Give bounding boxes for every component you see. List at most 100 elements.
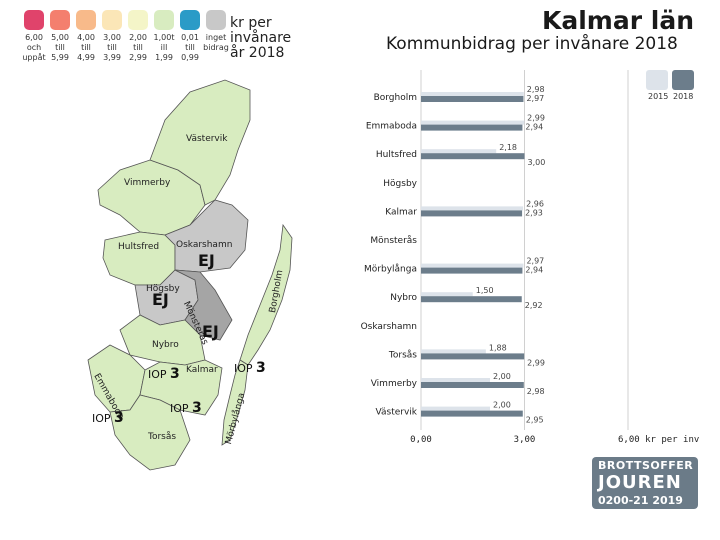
category-label: Hultsfred bbox=[376, 150, 417, 160]
data-label-2015: 2,97 bbox=[526, 257, 544, 266]
brottsofferjouren-logo: BROTTSOFFER JOUREN 0200-21 2019 bbox=[592, 457, 698, 509]
bar-2018 bbox=[421, 296, 522, 303]
bar-2015 bbox=[421, 406, 490, 411]
x-tick-label: 3,00 bbox=[514, 435, 536, 445]
category-label: Västervik bbox=[376, 408, 418, 418]
map-region-hultsfred bbox=[102, 231, 176, 286]
data-label-2015: 1,50 bbox=[476, 286, 494, 295]
category-label: Mörbylånga bbox=[364, 264, 417, 275]
legend-swatch-class bbox=[76, 10, 96, 30]
map-label-vastervik: Västervik bbox=[186, 134, 228, 144]
category-label: Nybro bbox=[390, 293, 417, 303]
legend-swatch-class bbox=[154, 10, 174, 30]
data-label-2018: 2,93 bbox=[525, 208, 543, 217]
legend-class-label: 4,00 till 4,99 bbox=[77, 33, 95, 62]
bar-2018 bbox=[421, 96, 524, 102]
map-region-monsteras bbox=[174, 269, 233, 341]
data-label-2015: 2,18 bbox=[499, 143, 517, 152]
map-region-vastervik bbox=[149, 79, 251, 206]
data-label-2015: 2,98 bbox=[527, 85, 545, 94]
map-region-morbylanga bbox=[221, 359, 249, 446]
unit-line: invånare bbox=[230, 30, 292, 46]
legend-class-label: 5,00 till 5,99 bbox=[51, 33, 69, 62]
iop-marker-emmaboda: IOP 3 bbox=[92, 410, 124, 426]
map-label-hultsfred: Hultsfred bbox=[118, 242, 160, 252]
county-map bbox=[87, 79, 293, 471]
bar-2015 bbox=[421, 263, 524, 268]
bar-2018 bbox=[421, 124, 523, 131]
legend-swatch-class bbox=[102, 10, 122, 30]
data-label-2018: 2,97 bbox=[526, 94, 544, 103]
legend-swatch-2018 bbox=[672, 70, 694, 90]
map-label-kalmar: Kalmar bbox=[186, 365, 218, 375]
category-label: Vimmerby bbox=[371, 379, 418, 389]
bar-2018 bbox=[421, 153, 525, 160]
iop-marker-kalmar: IOP 3 bbox=[234, 360, 266, 376]
map-label-hogsby: Högsby bbox=[146, 284, 180, 294]
bar-2018 bbox=[421, 267, 523, 274]
data-label-2015: 2,00 bbox=[493, 401, 511, 410]
category-label: Torsås bbox=[388, 349, 417, 360]
legend-label-2015: 2015 bbox=[648, 92, 669, 101]
x-tick-label: 6,00 kr per inv bbox=[618, 435, 699, 445]
ej-marker-hogsby: EJ bbox=[152, 290, 169, 309]
iop-marker-torsas: IOP 3 bbox=[170, 400, 202, 416]
map-label-oskarshamn: Oskarshamn bbox=[176, 240, 233, 250]
legend-class-label: 6,00 och uppåt bbox=[22, 33, 46, 62]
legend-class-label: 0,01 till 0,99 bbox=[181, 33, 199, 62]
bar-2015 bbox=[421, 149, 497, 154]
data-label-2015: 2,96 bbox=[526, 199, 544, 208]
ej-marker-monsteras: EJ bbox=[202, 322, 219, 341]
legend-class-label: 3,00 till 3,99 bbox=[103, 33, 121, 62]
data-label-2018: 2,99 bbox=[527, 358, 545, 367]
page-subtitle: Kommunbidrag per invånare 2018 bbox=[386, 34, 678, 54]
map-label-vimmerby: Vimmerby bbox=[124, 178, 171, 188]
logo-line-2: JOUREN bbox=[598, 472, 682, 493]
legend-swatch-class bbox=[180, 10, 200, 30]
x-tick-label: 0,00 bbox=[410, 435, 432, 445]
legend-swatch-class bbox=[24, 10, 44, 30]
category-label: Högsby bbox=[383, 179, 417, 189]
bar-2015 bbox=[421, 206, 524, 211]
bar-2018 bbox=[421, 410, 523, 417]
bar-2015 bbox=[421, 92, 524, 96]
iop-marker-nybro: IOP 3 bbox=[148, 366, 180, 382]
bar-2015 bbox=[421, 378, 490, 382]
map-region-torsas bbox=[109, 394, 191, 471]
legend-swatch-class bbox=[128, 10, 148, 30]
data-label-2018: 2,92 bbox=[525, 301, 543, 310]
map-label-nybro: Nybro bbox=[152, 340, 179, 350]
data-label-2018: 3,00 bbox=[528, 158, 546, 167]
unit-line: år 2018 bbox=[230, 45, 285, 61]
category-label: Kalmar bbox=[385, 207, 417, 217]
map-legend-unit: kr per invånare år 2018 bbox=[230, 16, 291, 61]
legend-class-label: 2,00 till 2,99 bbox=[129, 33, 147, 62]
legend-swatch-class bbox=[50, 10, 70, 30]
category-label: Mönsterås bbox=[370, 235, 417, 246]
bar-chart: Borgholm2,982,97Emmaboda2,992,94Hultsfre… bbox=[361, 70, 699, 445]
legend-label-2018: 2018 bbox=[673, 92, 694, 101]
bar-2018 bbox=[421, 353, 525, 360]
category-label: Emmaboda bbox=[366, 122, 417, 132]
map-region-borgholm bbox=[239, 223, 293, 366]
data-label-2018: 2,95 bbox=[526, 416, 544, 425]
unit-line: kr per bbox=[230, 15, 272, 31]
bar-2015 bbox=[421, 292, 473, 297]
category-label: Borgholm bbox=[374, 93, 417, 103]
logo-line-3: 0200-21 2019 bbox=[598, 494, 683, 507]
map-region-vimmerby bbox=[97, 159, 206, 236]
bar-2015 bbox=[421, 349, 486, 354]
bar-2018 bbox=[421, 382, 524, 388]
data-label-2018: 2,94 bbox=[525, 123, 543, 132]
legend-class-label: 1,00t ill 1,99 bbox=[153, 33, 175, 62]
page-title: Kalmar län bbox=[541, 6, 694, 35]
data-label-2018: 2,98 bbox=[527, 387, 545, 396]
data-label-2015: 2,00 bbox=[493, 372, 511, 381]
legend-swatch-2015 bbox=[646, 70, 668, 90]
data-label-2018: 2,94 bbox=[525, 266, 543, 275]
map-region-oskarshamn bbox=[164, 199, 249, 273]
ej-marker-oskarshamn: EJ bbox=[198, 251, 215, 270]
map-label-torsas: Torsås bbox=[148, 432, 177, 442]
data-label-2015: 1,88 bbox=[489, 343, 507, 352]
category-label: Oskarshamn bbox=[361, 322, 417, 332]
